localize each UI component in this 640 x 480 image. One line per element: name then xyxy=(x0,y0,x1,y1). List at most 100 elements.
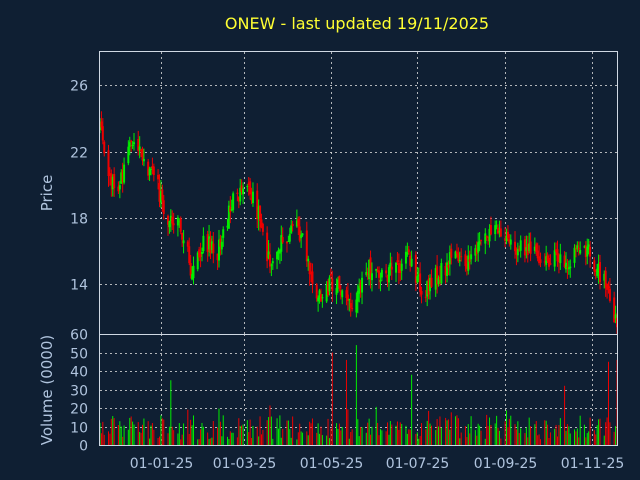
candle-down-body xyxy=(480,240,483,242)
candle-down-body xyxy=(351,307,354,310)
candle-down-body xyxy=(386,276,389,282)
candle-down-body xyxy=(141,148,144,161)
candle-down-body xyxy=(216,253,219,261)
price-panel: 14 18 22 26 xyxy=(70,51,618,335)
candle-up-body xyxy=(494,225,497,235)
candle-down-body xyxy=(103,141,106,154)
candle-down-body xyxy=(189,263,192,276)
candle-down-body xyxy=(536,250,539,259)
candle-down-body xyxy=(447,264,450,268)
candle-down-body xyxy=(455,251,458,254)
candle-up-body xyxy=(307,258,310,262)
candle-up-body xyxy=(335,288,338,295)
candle-down-body xyxy=(260,219,263,228)
candle-down-body xyxy=(487,236,490,238)
candle-up-body xyxy=(325,284,328,302)
candle-down-body xyxy=(171,217,174,224)
candle-down-body xyxy=(557,258,560,263)
candle-up-body xyxy=(111,176,114,190)
volume-tick-label: 0 xyxy=(79,439,88,455)
candle-up-body xyxy=(341,290,344,298)
candle-up-body xyxy=(440,263,443,284)
candle-down-body xyxy=(157,174,160,180)
candle-down-body xyxy=(604,270,607,288)
candle-up-body xyxy=(348,299,351,301)
candle-up-body xyxy=(227,205,230,229)
candle-down-body xyxy=(162,200,165,214)
candle-down-body xyxy=(577,247,580,250)
candle-down-body xyxy=(504,238,507,241)
candle-down-body xyxy=(613,297,616,323)
candle-down-body xyxy=(319,294,322,302)
candle-up-body xyxy=(290,225,293,234)
candle-up-body xyxy=(318,290,321,300)
candle-up-body xyxy=(128,142,131,147)
candle-down-body xyxy=(385,270,388,274)
volume-tick-label: 60 xyxy=(70,328,88,344)
price-grid xyxy=(100,52,617,334)
candle-down-body xyxy=(121,169,124,183)
candle-up-body xyxy=(138,146,141,151)
candle-up-body xyxy=(271,261,274,264)
candle-down-body xyxy=(113,174,116,189)
candle-up-body xyxy=(614,314,617,319)
candle-up-body xyxy=(488,228,491,242)
candle-down-body xyxy=(515,249,518,255)
candle-up-body xyxy=(196,252,199,270)
candle-down-body xyxy=(209,238,212,253)
candle-up-body xyxy=(220,241,223,250)
candle-down-body xyxy=(147,161,150,176)
candle-up-body xyxy=(280,235,283,252)
volume-tick-label: 20 xyxy=(70,402,88,418)
candle-down-body xyxy=(339,289,342,296)
candle-down-body xyxy=(249,181,252,195)
candle-up-body xyxy=(509,239,512,245)
candle-up-body xyxy=(192,265,195,279)
candle-up-body xyxy=(516,248,519,256)
candle-up-body xyxy=(131,144,134,147)
candle-down-body xyxy=(152,166,155,176)
candle-down-body xyxy=(499,228,502,237)
candle-up-body xyxy=(467,255,470,271)
candle-up-body xyxy=(417,274,420,277)
candle-up-body xyxy=(395,262,398,273)
candle-up-body xyxy=(416,276,419,283)
candle-down-body xyxy=(256,190,259,220)
candle-down-body xyxy=(366,273,369,275)
candles xyxy=(99,111,618,335)
candle-up-body xyxy=(533,246,536,251)
candle-down-body xyxy=(399,269,402,274)
candle-down-body xyxy=(563,255,566,267)
candle-down-body xyxy=(574,248,577,250)
candle-down-body xyxy=(266,232,269,262)
price-tick-label: 14 xyxy=(70,278,88,294)
candle-down-body xyxy=(237,197,240,202)
candle-up-body xyxy=(519,240,522,251)
volume-panel: 0 10 20 30 40 50 60 xyxy=(70,328,618,455)
candle-up-body xyxy=(169,215,172,222)
x-tick-label: 01-09-25 xyxy=(474,456,538,472)
candle-up-body xyxy=(300,234,303,239)
candle-down-body xyxy=(281,237,284,243)
price-tick-label: 22 xyxy=(70,146,88,162)
candle-down-body xyxy=(397,263,400,273)
candle-up-body xyxy=(553,250,556,267)
candle-down-body xyxy=(298,226,301,241)
candle-up-body xyxy=(277,250,280,254)
candle-down-body xyxy=(359,282,362,289)
candle-up-body xyxy=(583,246,586,248)
candle-down-body xyxy=(414,254,417,284)
candle-down-body xyxy=(427,278,430,295)
candle-down-body xyxy=(349,303,352,308)
candle-down-body xyxy=(543,261,546,263)
candle-up-body xyxy=(370,273,373,281)
candle-up-body xyxy=(270,264,273,266)
candle-down-body xyxy=(457,253,460,262)
candle-down-body xyxy=(460,256,463,258)
candle-down-body xyxy=(181,232,184,240)
candle-down-body xyxy=(305,230,308,262)
candle-up-body xyxy=(426,281,429,297)
candle-up-body xyxy=(404,251,407,264)
volume-grid xyxy=(100,334,617,445)
x-axis-ticks: 01-01-25 01-03-25 01-05-25 01-07-25 01-09-25… xyxy=(130,456,625,472)
